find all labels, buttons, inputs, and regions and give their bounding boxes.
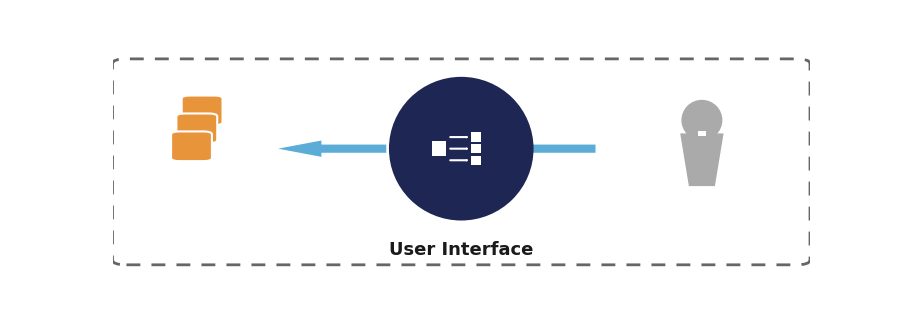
Polygon shape (680, 133, 724, 186)
FancyBboxPatch shape (182, 95, 222, 125)
Ellipse shape (389, 77, 534, 220)
FancyBboxPatch shape (698, 131, 706, 136)
Polygon shape (488, 141, 596, 157)
Ellipse shape (681, 100, 723, 141)
FancyBboxPatch shape (432, 141, 446, 156)
FancyBboxPatch shape (471, 144, 482, 153)
FancyBboxPatch shape (471, 156, 482, 165)
FancyBboxPatch shape (176, 114, 217, 143)
FancyBboxPatch shape (471, 132, 482, 142)
FancyBboxPatch shape (171, 132, 212, 161)
Polygon shape (278, 141, 386, 157)
Text: User Interface: User Interface (389, 241, 534, 259)
FancyBboxPatch shape (112, 59, 810, 265)
